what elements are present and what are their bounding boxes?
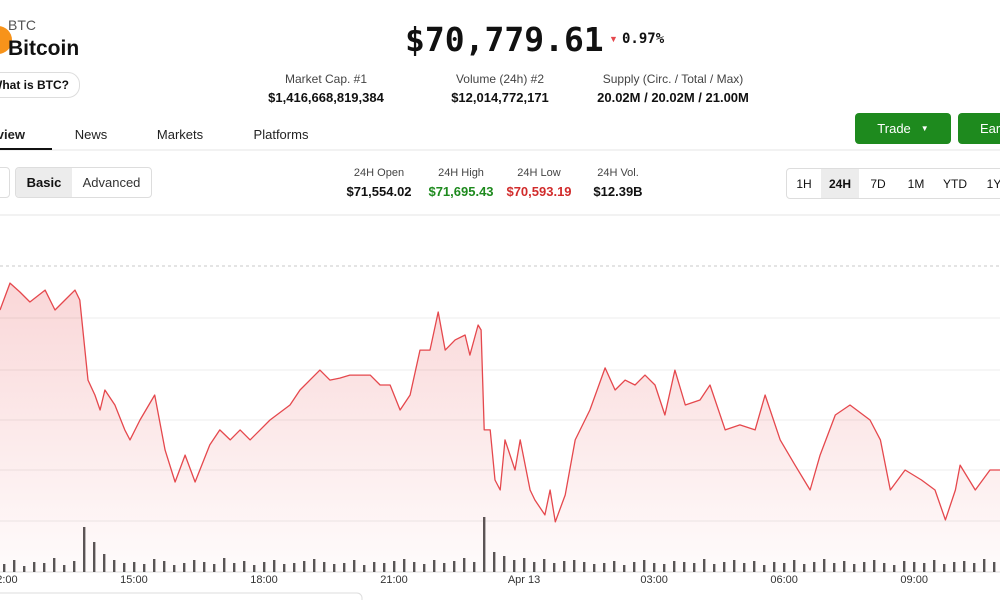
summary-value: $71,554.02 xyxy=(346,184,412,199)
mode-option[interactable]: Basic xyxy=(16,168,72,197)
coin-logo xyxy=(0,26,12,54)
x-tick-label: Apr 13 xyxy=(508,574,540,586)
stat-label: Supply (Circ. / Total / Max) xyxy=(602,72,744,86)
control-box[interactable] xyxy=(0,167,10,198)
stat-label: Market Cap. #1 xyxy=(284,72,368,86)
tab[interactable]: Platforms xyxy=(253,127,309,142)
range-option[interactable]: 1Y xyxy=(986,176,1000,191)
range-option[interactable]: YTD xyxy=(943,176,967,191)
x-tick-label: 12:00 xyxy=(0,574,18,586)
button-label: Trade xyxy=(877,121,911,136)
logo-circle xyxy=(0,26,12,54)
mode-toggle: Basic Advanced xyxy=(15,167,152,198)
mode-option[interactable]: Advanced xyxy=(82,175,141,190)
x-tick-label: 21:00 xyxy=(380,574,408,586)
x-tick-label: 03:00 xyxy=(640,574,668,586)
summary-label: 24H High xyxy=(438,167,484,179)
summary-value: $70,593.19 xyxy=(506,184,572,199)
range-option[interactable]: 1H xyxy=(796,176,812,191)
caret: ▼ xyxy=(920,124,929,133)
button-label: Earn xyxy=(980,121,1000,136)
summary-value: $71,695.43 xyxy=(428,184,494,199)
stat-value: $12,014,772,171 xyxy=(451,90,549,105)
symbol: BTC xyxy=(8,17,36,33)
x-tick-label: 18:00 xyxy=(250,574,278,586)
tab[interactable]: Overview xyxy=(0,127,25,142)
area-fill xyxy=(0,283,1000,572)
range-option[interactable]: 24H xyxy=(821,169,859,198)
down-arrow: ▼ xyxy=(609,34,618,44)
tab-underline xyxy=(0,148,52,150)
summary-value: $12.39B xyxy=(593,184,643,199)
range-selector: 1H 24H 7D 1M YTD 1Y xyxy=(786,168,1000,199)
scroll-box xyxy=(0,592,363,600)
summary-label: 24H Open xyxy=(353,167,405,179)
stat-value: $1,416,668,819,384 xyxy=(268,90,384,105)
price: $70,779.61 xyxy=(405,20,604,59)
tab[interactable]: News xyxy=(74,127,108,142)
trade-button[interactable]: Trade ▼ xyxy=(855,113,951,144)
x-tick-label: 06:00 xyxy=(770,574,798,586)
price-change: 0.97% xyxy=(622,31,665,47)
coin-name: Bitcoin xyxy=(8,37,80,60)
range-option[interactable]: 7D xyxy=(870,176,886,191)
range-option[interactable]: 1M xyxy=(907,176,925,191)
x-tick-label: 09:00 xyxy=(900,574,928,586)
about-button[interactable]: What is BTC? xyxy=(0,72,80,98)
x-tick-label: 15:00 xyxy=(120,574,148,586)
summary-label: 24H Low xyxy=(517,167,561,179)
stat-value: 20.02M / 20.02M / 21.00M xyxy=(597,90,749,105)
price-line xyxy=(0,282,1000,523)
tab[interactable]: Markets xyxy=(156,127,204,142)
earn-button[interactable]: Earn xyxy=(958,113,1000,144)
stat-label: Volume (24h) #2 xyxy=(455,72,545,86)
summary-label: 24H Vol. xyxy=(597,167,639,179)
